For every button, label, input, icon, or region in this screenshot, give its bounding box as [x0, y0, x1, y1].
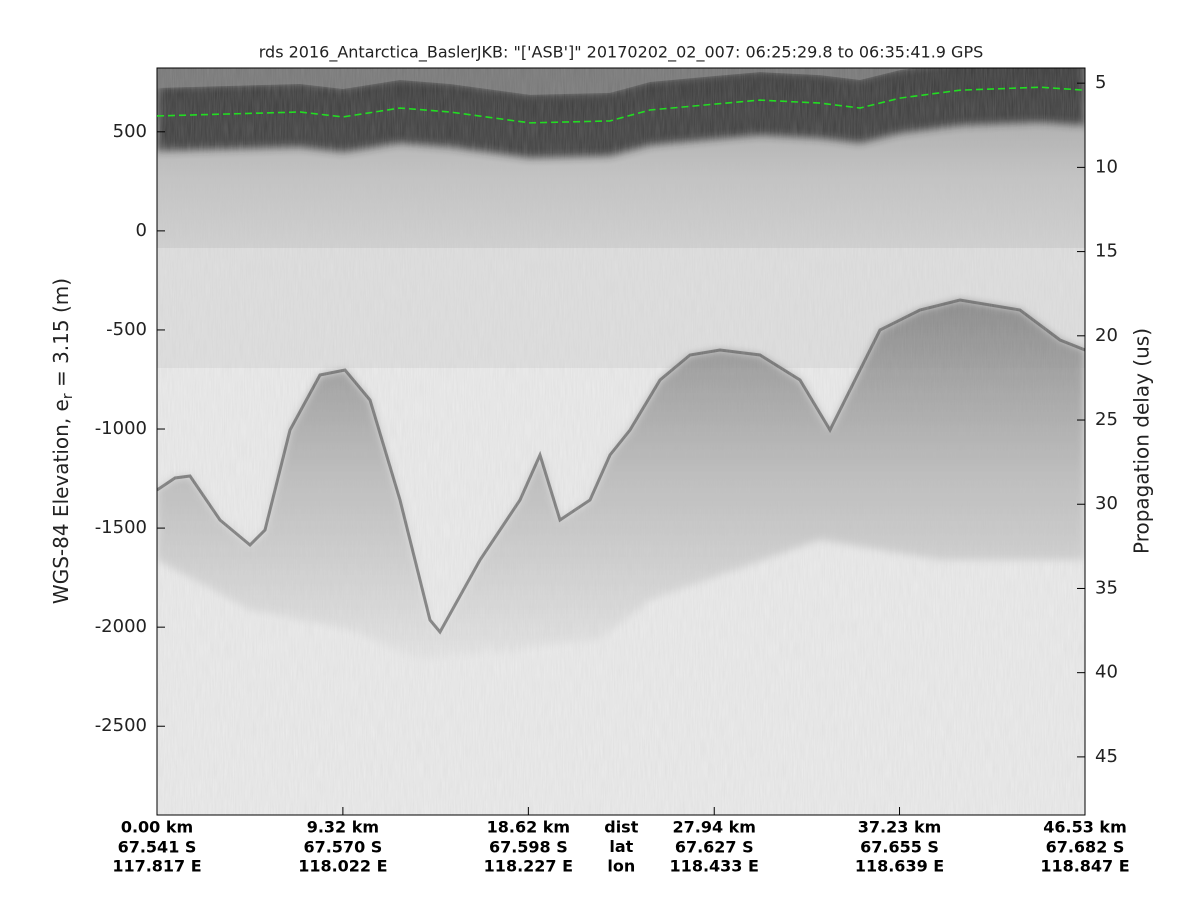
x-tick-label: 0.00 km: [121, 818, 193, 837]
x-tick-lat: 67.655 S: [860, 838, 939, 857]
y-tick-label: -2500: [95, 715, 147, 736]
y-axis-label: WGS-84 Elevation, er = 3.15 (m): [49, 278, 77, 604]
x-tick-lon: 118.847 E: [1040, 857, 1129, 876]
y2-tick-label: 30: [1095, 493, 1118, 514]
x-tick-lon: 118.022 E: [298, 857, 387, 876]
y-tick-label: 0: [136, 220, 147, 241]
x-row-label: dist: [604, 818, 638, 837]
x-row-label: lon: [607, 857, 635, 876]
y-label-rest: = 3.15 (m): [49, 278, 73, 393]
y-label-sub: r: [60, 393, 76, 399]
y-tick-label: -1500: [95, 517, 147, 538]
y-label-main: WGS-84 Elevation, e: [49, 399, 73, 604]
x-tick-lat: 67.541 S: [118, 838, 197, 857]
surface-line: [156, 86, 1086, 124]
x-tick-lat: 67.627 S: [675, 838, 754, 857]
y2-tick-label: 40: [1095, 662, 1118, 683]
y-tick-label: -1000: [95, 418, 147, 439]
plot-frame: [156, 67, 1086, 816]
y2-tick-label: 10: [1095, 156, 1118, 177]
x-tick-lat: 67.570 S: [303, 838, 382, 857]
x-tick-lat: 67.682 S: [1046, 838, 1125, 857]
echogram-image: [157, 68, 1085, 815]
y2-axis-label: Propagation delay (us): [1130, 328, 1154, 554]
x-tick-label: 27.94 km: [672, 818, 756, 837]
y2-tick-label: 35: [1095, 577, 1118, 598]
chart-title: rds 2016_Antarctica_BaslerJKB: "['ASB']"…: [259, 43, 984, 63]
x-tick-lon: 118.639 E: [855, 857, 944, 876]
y2-tick-label: 25: [1095, 409, 1118, 430]
y-tick-label: 500: [113, 121, 147, 142]
y2-tick-label: 20: [1095, 325, 1118, 346]
x-tick-lon: 118.227 E: [484, 857, 573, 876]
y2-tick-label: 15: [1095, 241, 1118, 262]
x-tick-lat: 67.598 S: [489, 838, 568, 857]
x-tick-label: 18.62 km: [487, 818, 571, 837]
y-tick-label: -500: [106, 319, 147, 340]
y2-tick-label: 5: [1095, 72, 1106, 93]
x-tick-label: 9.32 km: [307, 818, 379, 837]
y2-tick-label: 45: [1095, 746, 1118, 767]
y-tick-label: -2000: [95, 616, 147, 637]
x-row-label: lat: [609, 837, 633, 856]
x-tick-lon: 117.817 E: [112, 857, 201, 876]
x-tick-label: 46.53 km: [1043, 818, 1127, 837]
x-tick-label: 37.23 km: [858, 818, 942, 837]
x-tick-lon: 118.433 E: [670, 857, 759, 876]
